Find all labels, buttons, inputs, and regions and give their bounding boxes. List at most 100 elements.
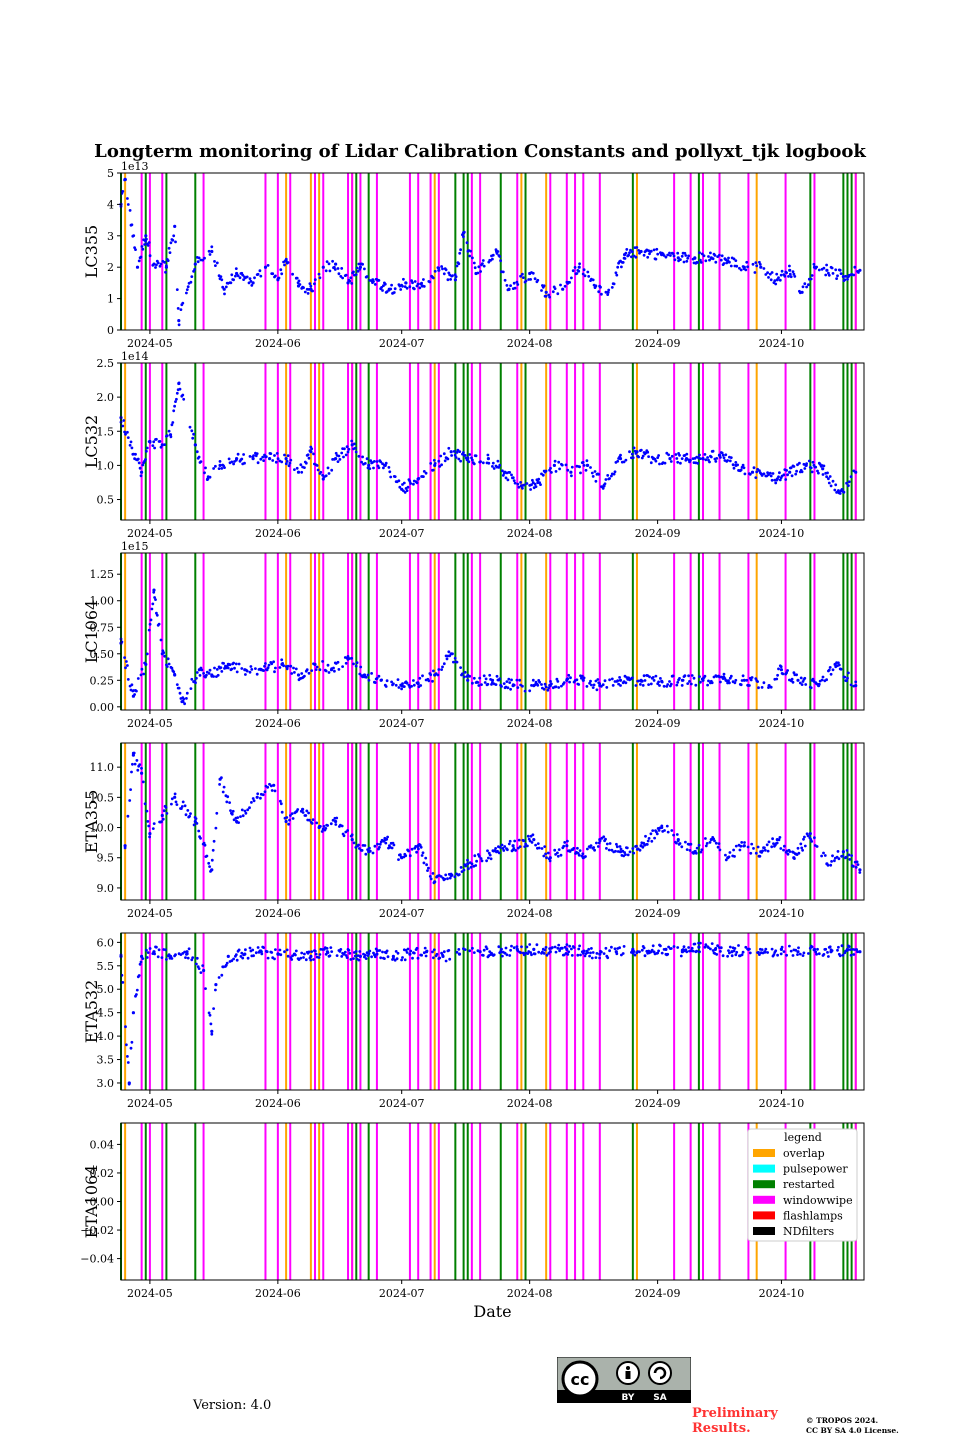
data-point — [469, 865, 473, 869]
data-point — [699, 680, 702, 684]
data-point — [688, 849, 692, 852]
data-point — [273, 789, 277, 793]
data-point — [590, 471, 594, 475]
data-point — [160, 820, 163, 824]
x-tick-label: 2024-09 — [635, 1287, 681, 1300]
data-point — [670, 829, 674, 832]
data-point — [619, 847, 623, 851]
data-point — [612, 472, 616, 476]
data-point — [442, 452, 446, 456]
data-point — [126, 664, 129, 667]
data-point — [739, 468, 743, 472]
data-point — [448, 876, 452, 880]
data-point — [482, 674, 486, 678]
data-point — [415, 850, 418, 854]
data-point — [858, 268, 862, 272]
data-point — [657, 680, 660, 684]
data-point — [630, 250, 634, 254]
data-point — [466, 858, 469, 862]
data-point — [729, 264, 733, 268]
data-point — [410, 684, 413, 688]
data-point — [785, 671, 788, 675]
data-point — [285, 816, 289, 819]
data-point — [294, 949, 298, 953]
data-point — [301, 811, 305, 814]
y-tick-label: 1.0 — [97, 459, 115, 472]
data-point — [382, 466, 385, 470]
data-point — [276, 457, 280, 461]
data-point — [337, 272, 341, 276]
data-point — [409, 949, 413, 953]
data-point — [279, 799, 282, 803]
data-point — [482, 264, 486, 268]
data-point — [840, 944, 844, 948]
data-point — [504, 946, 508, 950]
data-point — [160, 443, 164, 447]
data-point — [719, 946, 723, 950]
data-point — [760, 686, 764, 689]
data-point — [338, 458, 342, 461]
data-point — [722, 672, 726, 676]
data-point — [334, 819, 338, 824]
data-point — [841, 850, 846, 854]
data-point — [554, 685, 558, 689]
data-point — [144, 458, 147, 461]
data-point — [741, 674, 745, 678]
data-point — [481, 461, 485, 465]
data-point — [204, 987, 207, 990]
data-point — [590, 683, 593, 687]
data-point — [243, 809, 247, 813]
y-tick-label: 0.02 — [90, 1167, 115, 1180]
data-point — [133, 762, 137, 766]
data-point — [370, 672, 373, 675]
data-point — [244, 673, 247, 676]
data-point — [236, 274, 240, 278]
data-point — [486, 849, 489, 853]
data-point — [729, 456, 733, 459]
data-point — [498, 951, 502, 955]
data-point — [182, 397, 186, 401]
data-point — [266, 785, 270, 789]
y-tick-label: 5 — [107, 167, 114, 180]
data-point — [793, 275, 797, 278]
y-tick-label: 1.5 — [97, 425, 115, 438]
data-point — [581, 852, 585, 856]
data-point — [441, 267, 444, 271]
data-point — [728, 260, 731, 264]
data-point — [342, 834, 346, 838]
data-point — [397, 479, 401, 483]
data-point — [501, 847, 505, 850]
data-point — [778, 471, 781, 475]
data-point — [185, 288, 189, 291]
data-point — [248, 277, 252, 280]
data-point — [210, 868, 213, 872]
data-point — [826, 863, 830, 867]
data-point — [273, 670, 276, 674]
data-point — [173, 404, 177, 408]
data-point — [500, 947, 503, 951]
data-point — [355, 266, 359, 270]
data-point — [679, 954, 683, 958]
data-point — [291, 272, 294, 276]
data-point — [594, 679, 598, 683]
data-point — [127, 1082, 131, 1086]
data-point — [809, 277, 813, 281]
data-point — [121, 981, 125, 984]
data-point — [830, 266, 834, 270]
data-point — [586, 951, 590, 954]
data-point — [791, 680, 795, 684]
data-point — [326, 824, 329, 827]
data-point — [837, 661, 840, 665]
data-point — [624, 251, 628, 255]
data-point — [596, 678, 600, 681]
data-point — [844, 274, 848, 278]
data-point — [831, 479, 835, 483]
data-point — [566, 953, 570, 956]
data-point — [185, 291, 188, 295]
data-point — [695, 949, 699, 953]
data-point — [822, 851, 825, 855]
data-point — [811, 460, 815, 464]
data-point — [167, 953, 171, 956]
data-point — [328, 269, 332, 273]
